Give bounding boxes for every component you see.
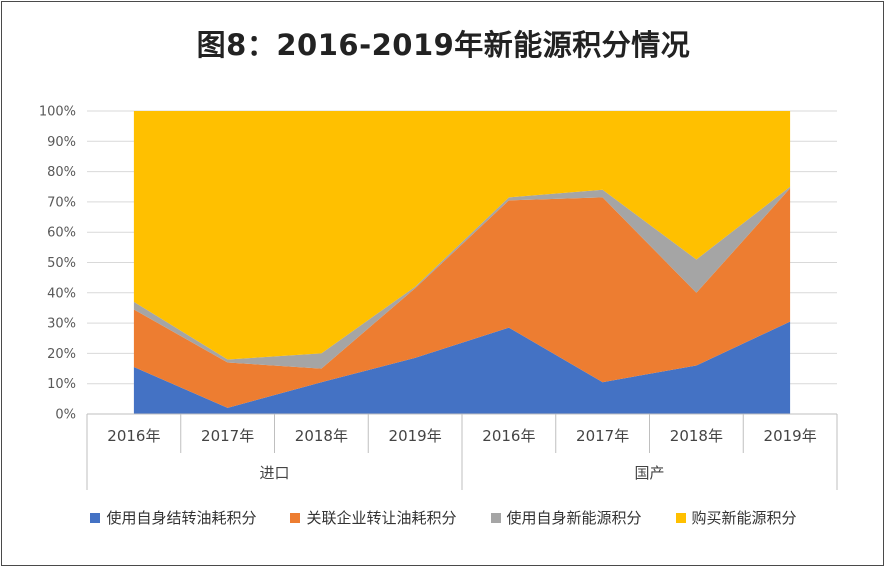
legend-swatch-self-nev [490, 512, 501, 523]
legend-swatch-affiliate-fuel [290, 512, 301, 523]
y-tick-label: 0% [55, 408, 76, 423]
legend-item-self-nev: 使用自身新能源积分 [490, 507, 642, 528]
legend-label-affiliate-fuel: 关联企业转让油耗积分 [306, 509, 457, 527]
chart-legend: 使用自身结转油耗积分 关联企业转让油耗积分 使用自身新能源积分 购买新能源积分 [0, 507, 887, 528]
y-tick-label: 20% [47, 347, 76, 362]
legend-item-buy-nev: 购买新能源积分 [675, 507, 797, 528]
legend-label-self-fuel: 使用自身结转油耗积分 [106, 509, 257, 527]
x-tick-label: 2017年 [576, 427, 629, 445]
legend-swatch-buy-nev [675, 512, 686, 523]
x-tick-label: 2016年 [107, 427, 160, 445]
chart-title: 图8：2016-2019年新能源积分情况 [196, 28, 691, 62]
legend-item-affiliate-fuel: 关联企业转让油耗积分 [290, 507, 457, 528]
x-tick-label: 2019年 [389, 427, 442, 445]
y-tick-label: 30% [47, 317, 76, 332]
y-tick-label: 100% [39, 105, 76, 120]
y-tick-label: 10% [47, 377, 76, 392]
y-tick-label: 70% [47, 195, 76, 210]
y-tick-label: 80% [47, 165, 76, 180]
x-tick-label: 2017年 [201, 427, 254, 445]
area-series-0 [133, 321, 791, 414]
area-series-1 [133, 188, 791, 408]
x-tick-label: 2019年 [764, 427, 817, 445]
x-tick-label: 2018年 [670, 427, 723, 445]
y-tick-label: 40% [47, 286, 76, 301]
legend-label-self-nev: 使用自身新能源积分 [506, 509, 642, 527]
legend-label-buy-nev: 购买新能源积分 [691, 509, 797, 527]
legend-item-self-fuel: 使用自身结转油耗积分 [90, 507, 256, 528]
area-series-3 [133, 111, 791, 360]
x-group-label: 进口 [259, 464, 289, 482]
x-tick-label: 2018年 [295, 427, 348, 445]
x-tick-label: 2016年 [482, 427, 535, 445]
y-tick-label: 50% [47, 256, 76, 271]
y-tick-label: 90% [47, 135, 76, 150]
y-tick-label: 60% [47, 226, 76, 241]
x-group-label: 国产 [634, 464, 664, 482]
legend-swatch-self-fuel [90, 512, 101, 523]
